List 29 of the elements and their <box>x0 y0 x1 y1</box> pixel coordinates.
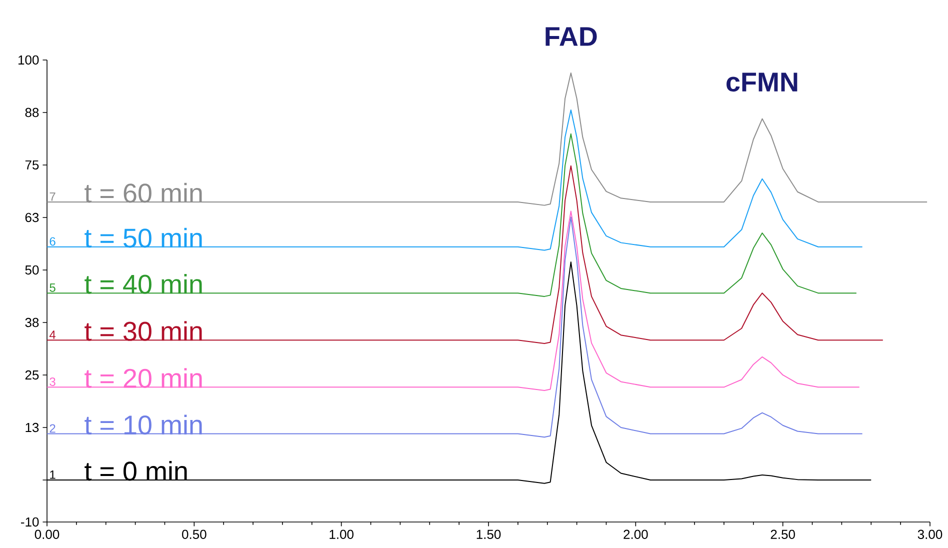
annotation: 7 <box>50 192 56 201</box>
x-tick-label: 2.50 <box>770 530 795 539</box>
annotation: FAD <box>546 27 597 46</box>
y-tick-label: 38 <box>25 318 39 328</box>
y-tick-label: 100 <box>18 55 39 65</box>
series-label: t = 50 min <box>84 228 202 248</box>
y-tick-label: 88 <box>25 108 39 118</box>
x-tick-label: 0.00 <box>34 530 60 539</box>
x-tick-label: 1.00 <box>330 530 354 539</box>
y-tick-label: 13 <box>26 422 39 432</box>
y-tick-label: 50 <box>25 265 39 275</box>
annotation: 6 <box>50 237 56 246</box>
annotation: 1 <box>50 470 56 479</box>
series-label: t = 30 min <box>84 321 202 341</box>
x-tick-label: 3.00 <box>918 530 942 539</box>
annotation: 4 <box>49 330 56 339</box>
y-tick-label: -10 <box>21 517 39 527</box>
series-label: t = 20 min <box>84 368 202 388</box>
annotation: 5 <box>50 284 56 292</box>
y-tick-label: 63 <box>25 212 39 222</box>
y-tick-label: 25 <box>25 370 39 380</box>
x-tick-label: 2.00 <box>624 530 648 539</box>
annotation: 2 <box>50 424 56 433</box>
x-tick-label: 0.50 <box>182 530 206 539</box>
annotation: 3 <box>50 377 56 386</box>
y-tick-label: 75 <box>25 160 39 170</box>
series-label: t = 40 min <box>84 274 202 294</box>
x-tick-label: 1.50 <box>476 530 501 539</box>
annotation: cFMN <box>726 72 798 92</box>
